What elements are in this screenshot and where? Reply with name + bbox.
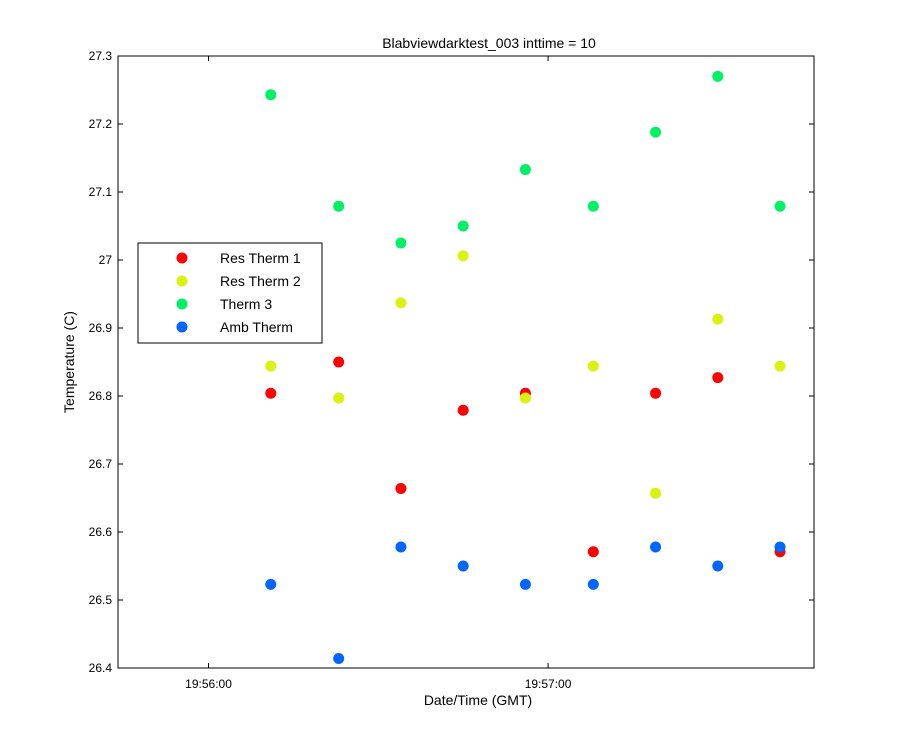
series-therm-3 [265,70,786,249]
legend-marker [176,252,188,264]
data-point [457,560,469,572]
legend-marker [176,298,188,310]
data-point [774,541,786,553]
data-point [519,578,531,590]
data-point [650,541,662,553]
x-tick-label: 19:56:00 [185,677,232,691]
data-point [774,360,786,372]
y-axis-label: Temperature (C) [61,311,77,413]
series-res-therm-2 [265,250,786,499]
data-point [457,220,469,232]
data-point [712,372,724,384]
data-point [712,70,724,82]
data-point [333,392,345,404]
data-point [519,164,531,176]
data-point [712,313,724,325]
data-point [395,541,407,553]
legend-marker [176,321,188,333]
data-point [395,297,407,309]
data-point [587,546,599,558]
y-tick-label: 27.2 [89,117,113,131]
y-tick-label: 26.5 [89,593,113,607]
data-point [587,360,599,372]
legend-label: Therm 3 [220,296,272,312]
legend: Res Therm 1 Res Therm 2 Therm 3 Amb Therm [137,242,323,344]
data-point [265,387,277,399]
data-point [650,126,662,138]
data-point [265,360,277,372]
series-amb-therm [265,541,786,664]
data-point [587,200,599,212]
data-point [265,578,277,590]
data-point [519,392,531,404]
y-tick-label: 26.4 [89,661,113,675]
legend-label: Res Therm 1 [220,250,301,266]
data-point [774,200,786,212]
legend-label: Res Therm 2 [220,273,301,289]
x-tick-label: 19:57:00 [525,677,572,691]
plot-area-frame [117,55,815,669]
legend-label: Amb Therm [220,319,293,335]
data-point [333,200,345,212]
data-points [265,70,786,664]
data-point [457,250,469,262]
legend-box [137,242,323,344]
x-axis-label: Date/Time (GMT) [424,692,532,708]
data-point [265,89,277,101]
data-point [457,404,469,416]
data-point [587,578,599,590]
y-tick-label: 26.9 [89,321,113,335]
data-point [395,482,407,494]
y-tick-label: 27 [99,253,113,267]
y-tick-label: 27.1 [89,185,113,199]
data-point [650,487,662,499]
legend-marker [176,275,188,287]
data-point [712,560,724,572]
data-point [395,237,407,249]
y-tick-label: 26.6 [89,525,113,539]
data-point [650,387,662,399]
y-tick-label: 27.3 [89,49,113,63]
axis-ticks: 26.4 26.5 26.6 26.7 26.8 26.9 27 27.1 27.2 27.3 19… [89,49,814,691]
chart-title: Blabviewdarktest_003 inttime = 10 [382,35,596,51]
y-tick-label: 26.7 [89,457,113,471]
data-point [333,356,345,368]
data-point [333,652,345,664]
y-tick-label: 26.8 [89,389,113,403]
